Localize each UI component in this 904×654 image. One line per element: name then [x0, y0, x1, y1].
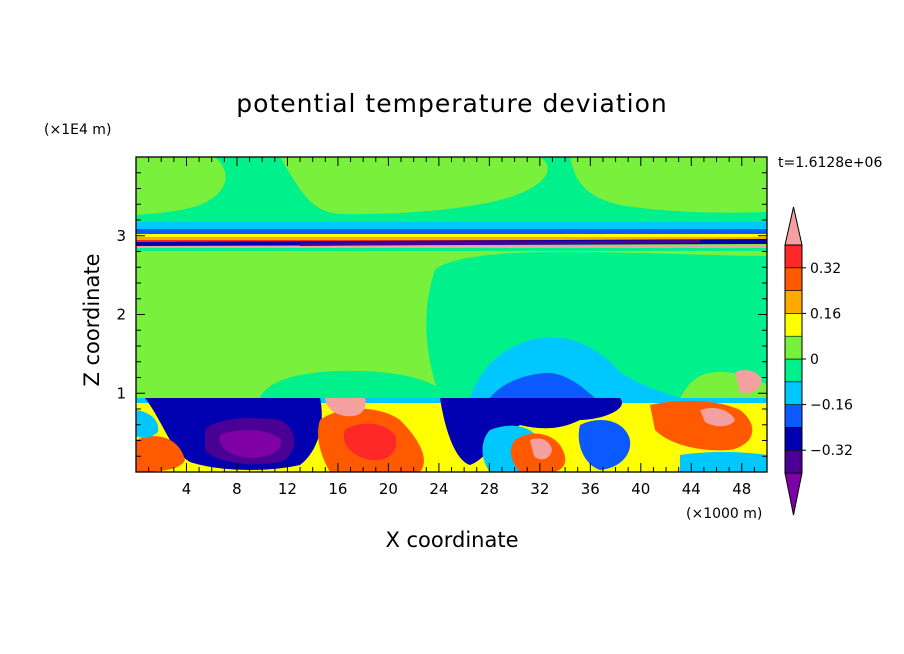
time-label: t=1.6128e+06 — [778, 155, 882, 171]
colorbar-swatch — [784, 427, 803, 451]
x-tick-label: 32 — [530, 480, 549, 498]
bl-pink-mid — [325, 398, 366, 417]
x-tick-label: 8 — [232, 480, 242, 498]
y-tick-label: 2 — [116, 306, 126, 324]
colorbar-swatch — [784, 404, 803, 428]
colorbar-swatch — [784, 449, 803, 474]
x-tick-label: 20 — [379, 480, 398, 498]
chart-title: potential temperature deviation — [236, 89, 667, 118]
colorbar-swatch — [784, 358, 803, 383]
colorbar-tick-label: 0.32 — [810, 261, 841, 277]
x-tick-label: 4 — [182, 480, 192, 498]
bl-pink-right — [700, 408, 735, 427]
colorbar-swatch — [784, 244, 803, 269]
colorbar-tick-label: −0.16 — [810, 398, 853, 414]
colorbar-min-triangle — [784, 472, 803, 516]
colorbar-max-triangle — [784, 206, 803, 246]
bl-red-core — [343, 423, 397, 461]
x-tick-label: 44 — [682, 480, 701, 498]
x-units-label: (×1000 m) — [686, 506, 762, 522]
bl-pink-center — [530, 438, 552, 460]
colorbar-swatch — [784, 381, 803, 405]
x-tick-label: 16 — [328, 480, 347, 498]
y-tick-label: 1 — [116, 384, 126, 402]
upper-green-right — [570, 157, 767, 213]
x-axis-ticks: 4 8 12 16 20 24 28 32 36 40 44 48 — [148, 157, 755, 498]
band-cyan-top — [136, 222, 767, 230]
band-blue — [136, 229, 767, 234]
bl-cyan-left — [136, 410, 159, 438]
bl-blue-right — [578, 420, 631, 470]
band-pink — [136, 246, 767, 248]
colorbar-swatch — [784, 313, 803, 337]
bl-green-right — [735, 370, 762, 394]
bl-cyan-bottom-right — [680, 451, 767, 472]
colorbar-tick-label: 0.16 — [810, 306, 841, 322]
heatmap-field — [136, 157, 767, 472]
colorbar-swatch — [784, 335, 803, 360]
x-tick-label: 24 — [429, 480, 448, 498]
band-cyan-bottom — [136, 248, 767, 251]
colorbar-swatch — [784, 290, 803, 314]
x-tick-label: 28 — [480, 480, 499, 498]
x-tick-label: 12 — [278, 480, 297, 498]
colorbar-swatch — [784, 267, 803, 291]
bl-purple-inner — [219, 430, 281, 458]
colorbar-tick-label: −0.32 — [810, 443, 853, 459]
band-yellow — [136, 234, 767, 237]
upper-green-left — [136, 157, 226, 215]
colorbar: 0.32 0.16 0 −0.16 −0.32 — [784, 206, 853, 516]
x-tick-label: 36 — [581, 480, 600, 498]
x-tick-label: 40 — [631, 480, 650, 498]
y-tick-label: 3 — [116, 227, 126, 245]
upper-green-mid — [280, 157, 548, 215]
x-tick-label: 48 — [732, 480, 751, 498]
y-units-label: (×1E4 m) — [44, 122, 111, 138]
band-purple — [300, 240, 700, 246]
y-axis-ticks: 1 2 3 — [116, 172, 767, 457]
band-orange — [136, 237, 767, 240]
x-axis-label: X coordinate — [385, 528, 518, 552]
mid-blue-patch — [490, 372, 595, 398]
colorbar-tick-label: 0 — [810, 352, 819, 368]
y-axis-label: Z coordinate — [80, 253, 104, 386]
mid-cyan-left — [260, 370, 450, 398]
bl-red-left — [136, 436, 185, 472]
